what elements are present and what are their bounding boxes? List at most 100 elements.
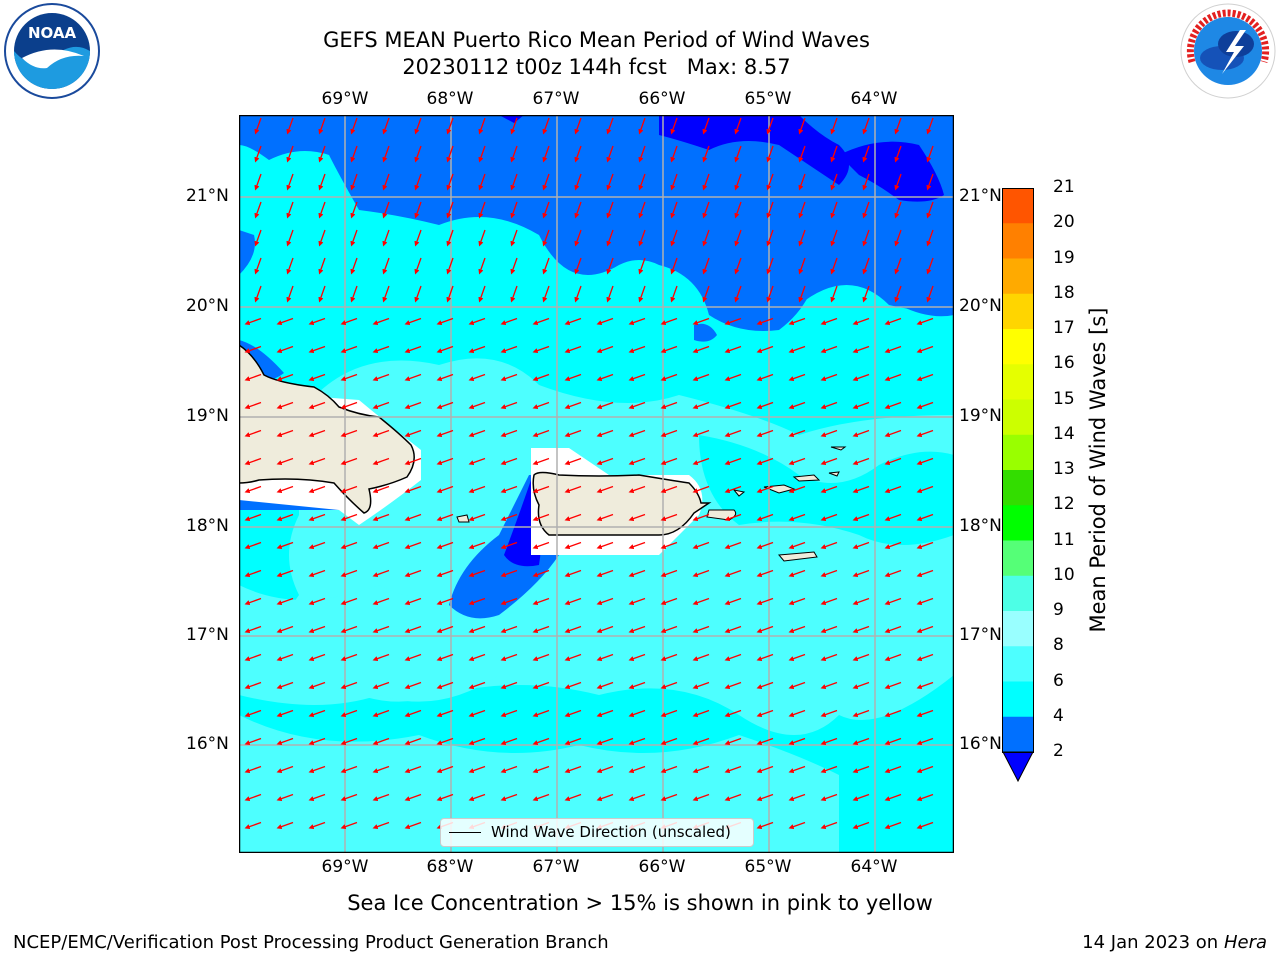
wave-direction-arrow [884, 821, 902, 830]
wave-direction-arrow [510, 229, 518, 247]
wave-direction-arrow [308, 821, 326, 830]
wave-direction-arrow [628, 401, 646, 410]
wave-direction-arrow [862, 145, 870, 163]
wave-direction-arrow [852, 317, 870, 326]
wave-direction-arrow [606, 117, 614, 135]
wave-direction-arrow [884, 653, 902, 662]
lon-label-bottom: 64°W [850, 857, 898, 877]
wave-direction-arrow [702, 117, 710, 135]
wave-direction-arrow [756, 401, 774, 410]
wave-direction-arrow [606, 285, 614, 303]
colorbar-extend-triangle [1002, 751, 1034, 783]
wave-direction-arrow [244, 317, 262, 326]
wave-direction-arrow [756, 681, 774, 690]
wave-direction-arrow [692, 541, 710, 550]
nws-logo [1178, 2, 1278, 100]
wave-region-below-2 [499, 115, 524, 123]
wave-direction-arrow [820, 709, 838, 718]
wave-direction-arrow [596, 597, 614, 606]
wave-direction-arrow [500, 541, 518, 550]
wave-direction-arrow [308, 793, 326, 802]
wave-direction-arrow [862, 201, 870, 219]
wave-direction-arrow [702, 285, 710, 303]
wave-direction-arrow [254, 145, 262, 163]
wave-direction-arrow [596, 569, 614, 578]
lat-label-left: 20°N [186, 296, 229, 316]
wave-direction-arrow [884, 429, 902, 438]
wave-direction-arrow [820, 625, 838, 634]
wave-direction-arrow [436, 401, 454, 410]
wave-direction-arrow [788, 485, 806, 494]
wave-direction-arrow [830, 229, 838, 247]
wave-direction-arrow [884, 569, 902, 578]
wave-direction-arrow [468, 485, 486, 494]
wave-direction-arrow [894, 173, 902, 191]
wave-direction-arrow [318, 117, 326, 135]
wave-direction-arrow [756, 653, 774, 662]
wave-direction-arrow [788, 569, 806, 578]
wave-direction-arrow [500, 681, 518, 690]
wave-direction-arrow [692, 373, 710, 382]
wave-direction-arrow [276, 345, 294, 354]
wave-direction-arrow [254, 117, 262, 135]
wave-direction-arrow [756, 793, 774, 802]
lon-label-top: 67°W [532, 89, 580, 109]
wave-region-4-6 [239, 171, 274, 215]
wave-direction-arrow [382, 257, 390, 275]
wave-direction-arrow [628, 737, 646, 746]
wave-direction-arrow [884, 765, 902, 774]
wave-direction-arrow [286, 229, 294, 247]
wave-direction-arrow [788, 821, 806, 830]
wave-direction-arrow [862, 117, 870, 135]
wave-direction-arrow [788, 429, 806, 438]
wave-direction-arrow [916, 569, 934, 578]
wave-direction-arrow [670, 229, 678, 247]
wave-direction-arrow [766, 145, 774, 163]
wave-direction-arrow [414, 257, 422, 275]
wave-direction-arrow [734, 173, 742, 191]
sea-ice-caption: Sea Ice Concentration > 15% is shown in … [347, 891, 933, 915]
wave-direction-arrow [798, 257, 806, 275]
wave-direction-arrow [436, 373, 454, 382]
wave-direction-arrow [244, 737, 262, 746]
wave-direction-arrow [638, 257, 646, 275]
lat-label-left: 16°N [186, 734, 229, 754]
chart-title-line2: 20230112 t00z 144h fcst Max: 8.57 [402, 55, 791, 79]
wave-direction-arrow [884, 485, 902, 494]
wave-direction-arrow [532, 373, 550, 382]
wave-direction-arrow [660, 569, 678, 578]
wave-direction-arrow [542, 257, 550, 275]
wave-direction-arrow [916, 345, 934, 354]
wave-direction-arrow [414, 145, 422, 163]
wave-direction-arrow [756, 737, 774, 746]
colorbar-segment [1002, 434, 1034, 471]
wave-direction-arrow [244, 625, 262, 634]
colorbar-tick-label: 12 [1053, 494, 1075, 515]
wave-direction-arrow [436, 737, 454, 746]
wave-direction-arrow [638, 173, 646, 191]
wave-direction-arrow [254, 229, 262, 247]
wave-direction-arrow [372, 317, 390, 326]
wave-direction-arrow [350, 201, 358, 219]
wave-direction-arrow [500, 653, 518, 662]
wave-direction-arrow [382, 285, 390, 303]
colorbar-segment [1002, 505, 1034, 541]
lat-label-right: 21°N [959, 186, 1002, 206]
colorbar-segment [1002, 540, 1034, 577]
wave-direction-arrow [564, 373, 582, 382]
wave-direction-arrow [308, 737, 326, 746]
wave-direction-arrow [916, 821, 934, 830]
wave-direction-arrow [542, 145, 550, 163]
wave-direction-arrow [916, 457, 934, 466]
lon-label-top: 68°W [426, 89, 474, 109]
wave-direction-arrow [276, 373, 294, 382]
wave-direction-arrow [788, 457, 806, 466]
wave-direction-arrow [916, 597, 934, 606]
wave-direction-arrow [340, 345, 358, 354]
colorbar-segment [1002, 223, 1034, 259]
wave-direction-arrow [692, 681, 710, 690]
wave-direction-arrow [628, 541, 646, 550]
wave-region-2-4 [694, 323, 717, 342]
wave-direction-arrow [852, 793, 870, 802]
wave-direction-arrow [446, 229, 454, 247]
